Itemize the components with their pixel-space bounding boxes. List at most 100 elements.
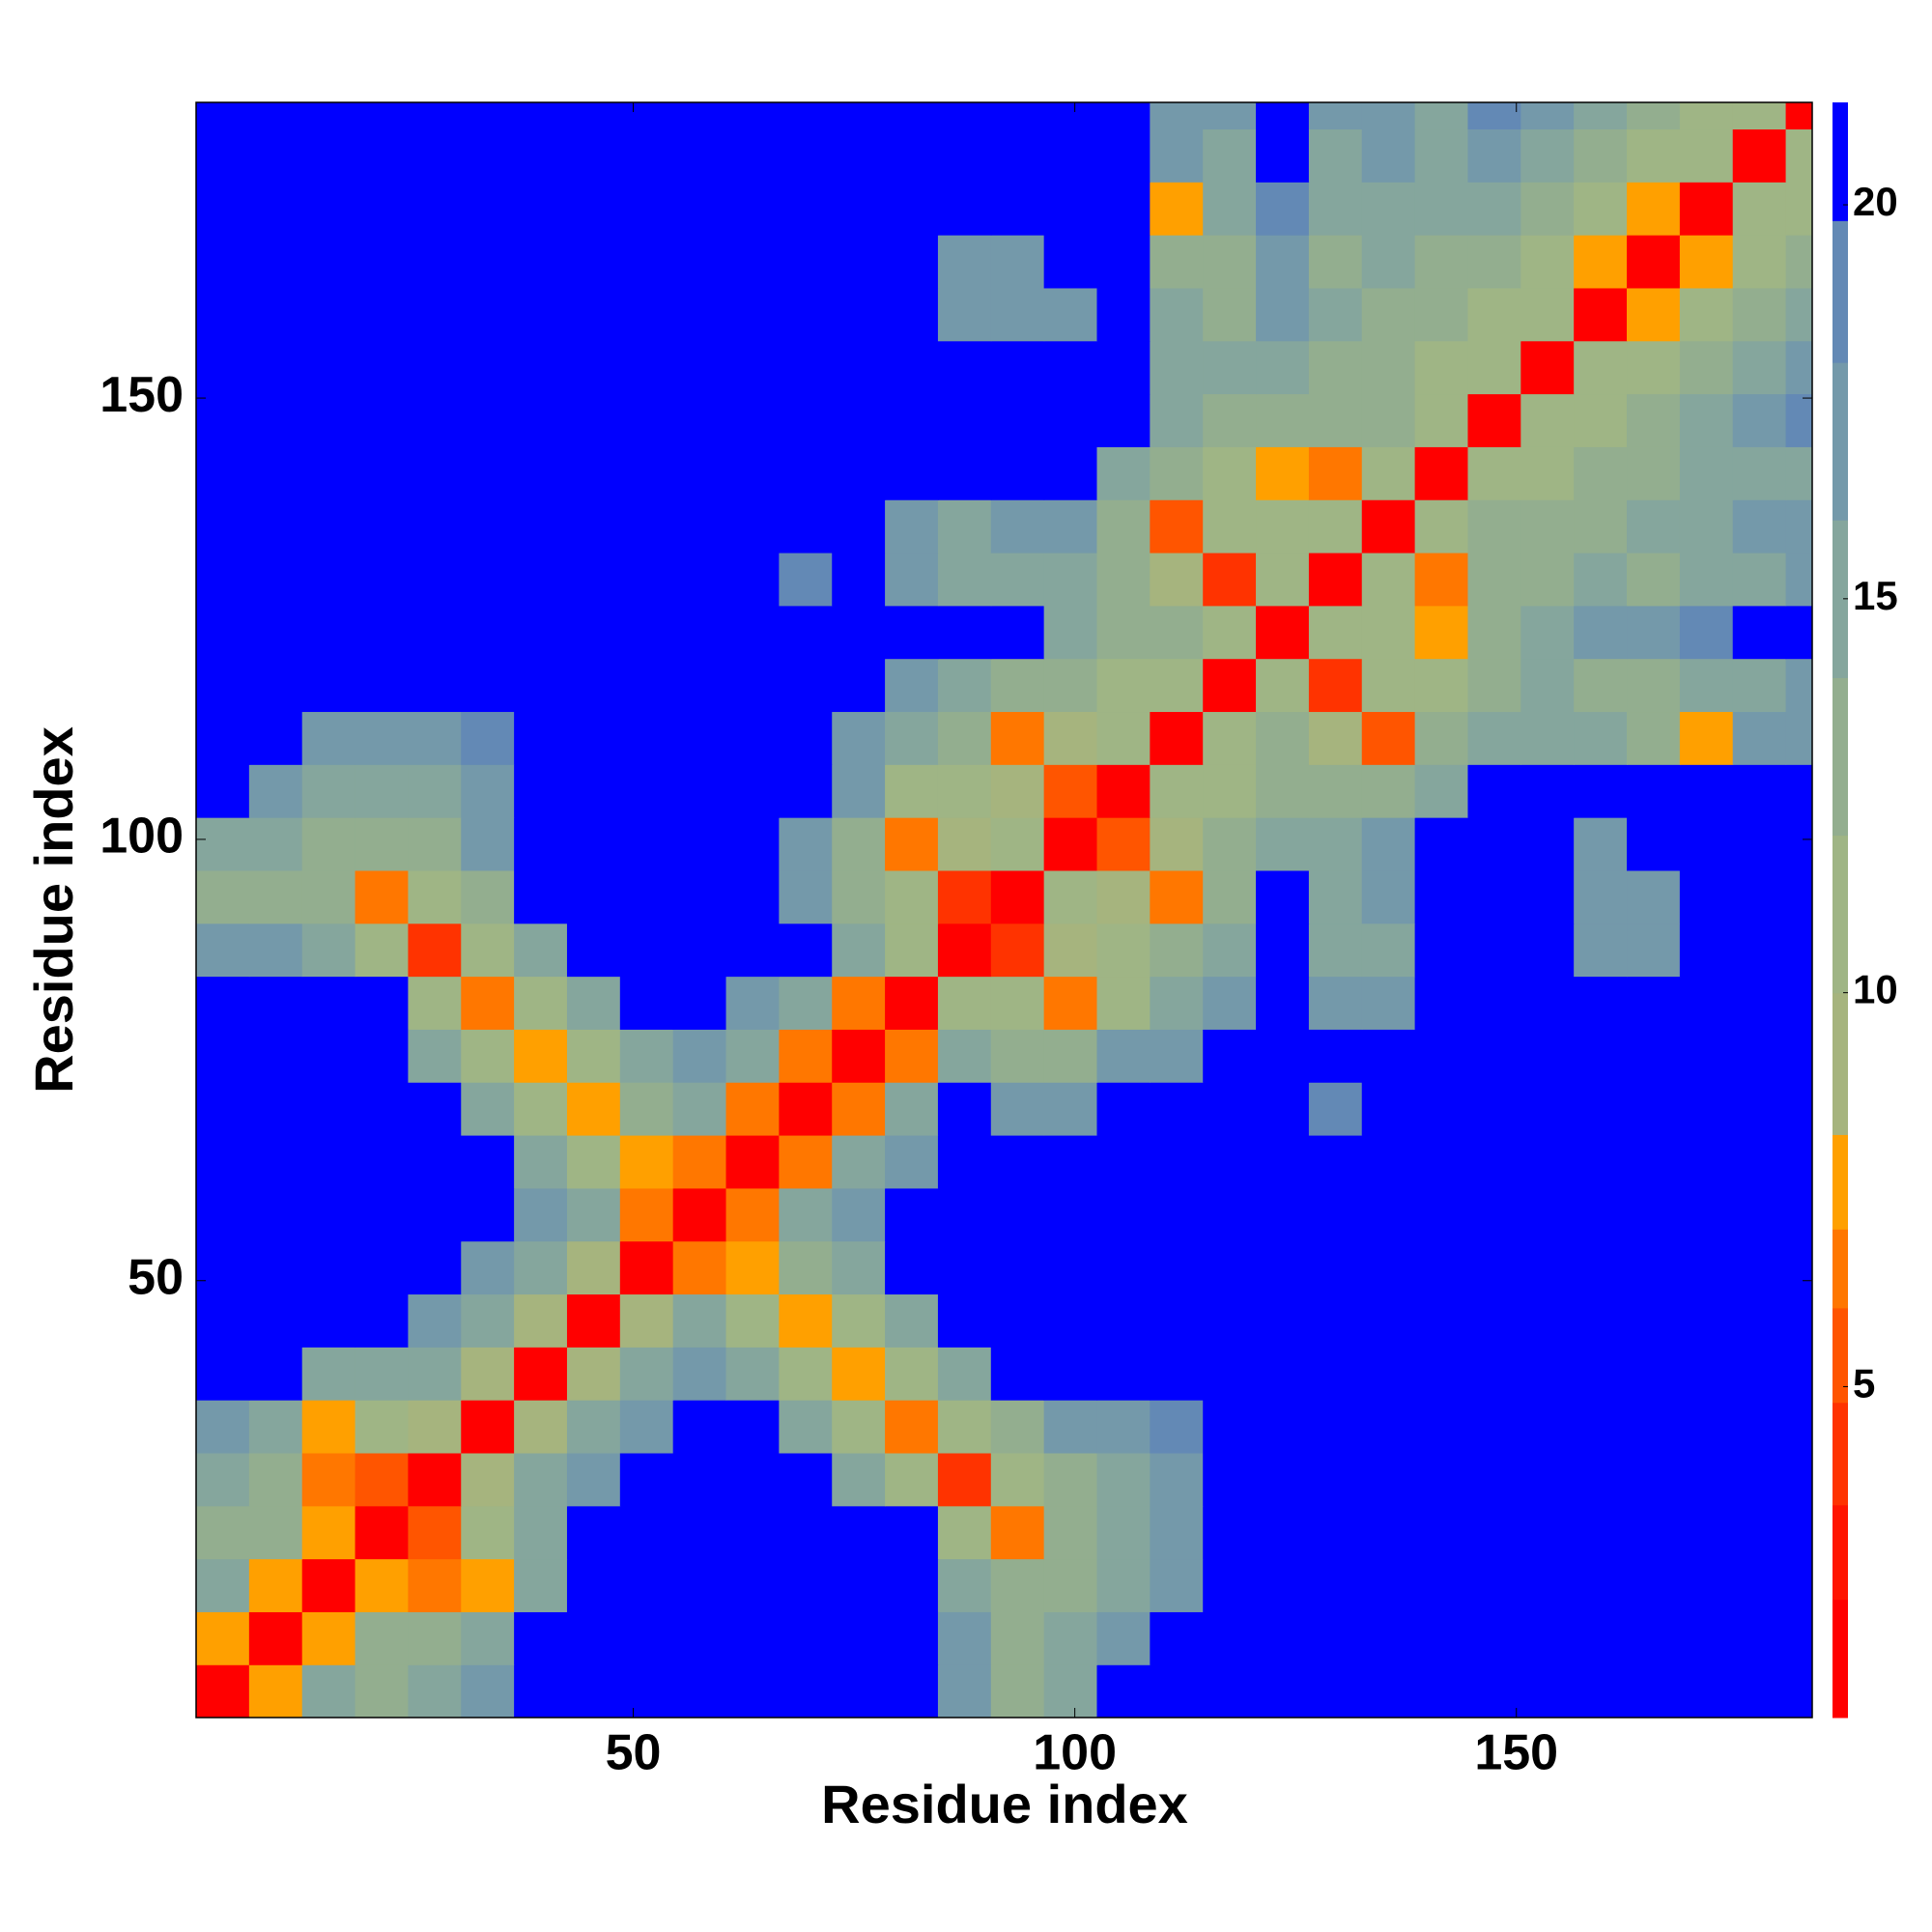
cell [1574, 552, 1628, 607]
cell [885, 605, 939, 660]
cell [832, 393, 886, 447]
cell [1785, 817, 1812, 871]
cell [514, 1400, 568, 1454]
cell [1308, 1400, 1363, 1454]
cell [1043, 923, 1098, 978]
cell [1520, 1400, 1575, 1454]
colorbar-band [1833, 102, 1848, 221]
cell [779, 1240, 833, 1295]
cell [196, 764, 250, 818]
cell [1096, 1134, 1151, 1189]
cell [355, 1664, 410, 1718]
cell [1785, 1293, 1812, 1348]
cell [1520, 446, 1575, 500]
cell [672, 1611, 727, 1665]
cell [301, 552, 356, 607]
cell [1520, 1611, 1575, 1665]
cell [1150, 1029, 1204, 1083]
cell [1679, 711, 1734, 765]
cell [725, 1029, 780, 1083]
cell [355, 1558, 410, 1612]
cell [1732, 711, 1787, 765]
cell [1785, 1452, 1812, 1507]
cell [725, 1452, 780, 1507]
cell [779, 182, 833, 236]
cell [1150, 1611, 1204, 1665]
cell [355, 393, 410, 447]
cell [301, 605, 356, 660]
cell [196, 1664, 250, 1718]
cell [1308, 287, 1363, 342]
cell [461, 1611, 515, 1665]
cell [355, 128, 410, 183]
cell [832, 764, 886, 818]
colorbar-band [1833, 1229, 1848, 1309]
cell [1732, 1240, 1787, 1295]
cell [619, 764, 674, 818]
cell [461, 1029, 515, 1083]
cell [1096, 658, 1151, 713]
cell [1043, 102, 1098, 130]
cell [1096, 817, 1151, 871]
cell [725, 1400, 780, 1454]
colorbar-band [1833, 220, 1848, 363]
cell [1574, 1558, 1628, 1612]
cell [672, 102, 727, 130]
cell [1467, 1347, 1521, 1401]
cell [1414, 976, 1469, 1030]
cell [566, 1400, 621, 1454]
cell [672, 605, 727, 660]
cell [196, 869, 250, 924]
cell [832, 711, 886, 765]
cell [619, 393, 674, 447]
cell [1785, 923, 1812, 978]
cell [1203, 817, 1257, 871]
cell [196, 976, 250, 1030]
cell [408, 1505, 462, 1560]
cell [1256, 1400, 1310, 1454]
cell [1520, 1664, 1575, 1718]
cell [1043, 605, 1098, 660]
cell [937, 499, 992, 554]
cell [566, 446, 621, 500]
cell [1203, 287, 1257, 342]
cell [725, 552, 780, 607]
cell [1414, 128, 1469, 183]
cell [937, 1134, 992, 1189]
cell [1308, 605, 1363, 660]
cell [514, 182, 568, 236]
cell [779, 1293, 833, 1348]
cell [1627, 1400, 1681, 1454]
cell [990, 1505, 1045, 1560]
cell [1467, 235, 1521, 289]
cell [566, 128, 621, 183]
cell [619, 102, 674, 130]
cell [1043, 235, 1098, 289]
cell [1679, 446, 1734, 500]
cell [1308, 764, 1363, 818]
cell [832, 1134, 886, 1189]
cell [355, 817, 410, 871]
cell [461, 1347, 515, 1401]
cell [408, 1134, 462, 1189]
cell [514, 1558, 568, 1612]
cell [1627, 869, 1681, 924]
cell [990, 923, 1045, 978]
cell [196, 923, 250, 978]
cell [1256, 1293, 1310, 1348]
cell [1785, 287, 1812, 342]
cell [1785, 1134, 1812, 1189]
cell [779, 1347, 833, 1401]
cell [672, 1187, 727, 1242]
cell [990, 1558, 1045, 1612]
cell [1361, 1293, 1416, 1348]
cell [1308, 711, 1363, 765]
cell [1256, 1134, 1310, 1189]
cell [990, 658, 1045, 713]
cell [1203, 340, 1257, 395]
cell [885, 128, 939, 183]
cell [1414, 1664, 1469, 1718]
cell [1043, 182, 1098, 236]
cell [461, 128, 515, 183]
cell [1096, 869, 1151, 924]
